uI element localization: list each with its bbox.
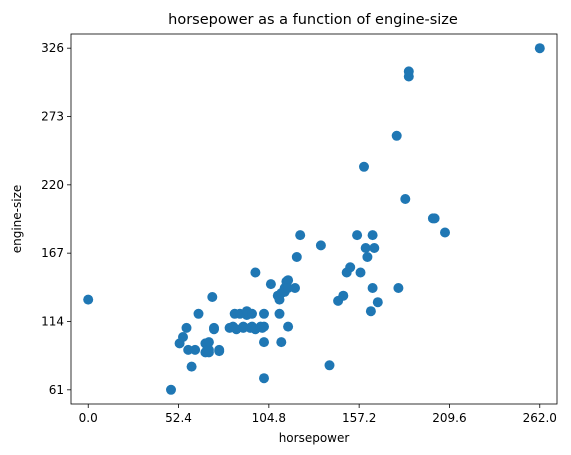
y-tick-label: 273 bbox=[41, 110, 64, 124]
x-tick-label: 0.0 bbox=[79, 411, 98, 425]
data-point bbox=[283, 283, 294, 293]
data-point bbox=[283, 321, 294, 332]
data-point bbox=[247, 308, 257, 319]
data-point bbox=[345, 262, 356, 273]
x-tick-label: 157.2 bbox=[342, 411, 376, 425]
data-point bbox=[207, 292, 218, 302]
data-point bbox=[181, 322, 192, 333]
data-point bbox=[295, 230, 306, 241]
data-point bbox=[290, 283, 300, 293]
chart-title: horsepower as a function of engine-size bbox=[168, 12, 458, 28]
y-axis-ticks: 61 114 167 220 273 326 bbox=[41, 41, 71, 397]
data-point bbox=[178, 332, 188, 342]
data-point bbox=[400, 194, 411, 204]
data-point bbox=[291, 252, 302, 262]
y-tick-label: 220 bbox=[41, 178, 64, 192]
data-point bbox=[359, 161, 369, 172]
data-point bbox=[203, 337, 214, 348]
data-point bbox=[259, 337, 269, 348]
data-point bbox=[429, 213, 440, 224]
data-point bbox=[391, 130, 402, 141]
data-point bbox=[209, 324, 219, 335]
data-point bbox=[315, 240, 326, 251]
data-point bbox=[355, 267, 366, 278]
x-tick-label: 52.4 bbox=[165, 411, 192, 425]
data-point bbox=[403, 66, 414, 77]
data-point bbox=[276, 337, 287, 348]
data-point bbox=[259, 308, 269, 319]
data-point bbox=[283, 275, 294, 286]
data-points bbox=[83, 43, 545, 395]
data-point bbox=[166, 384, 176, 395]
data-point bbox=[265, 279, 276, 290]
x-tick-label: 104.8 bbox=[252, 411, 286, 425]
y-tick-label: 167 bbox=[41, 246, 64, 260]
plot-frame bbox=[70, 33, 558, 405]
x-tick-label: 262.0 bbox=[523, 411, 557, 425]
x-axis-ticks: 0.0 52.4 104.8 157.2 209.6 262.0 bbox=[79, 404, 557, 425]
data-point bbox=[238, 322, 249, 333]
data-point bbox=[365, 306, 376, 317]
data-point bbox=[338, 290, 349, 301]
data-point bbox=[393, 283, 404, 293]
data-point bbox=[203, 344, 214, 355]
data-point bbox=[440, 227, 450, 238]
y-axis-label: engine-size bbox=[10, 185, 24, 254]
data-point bbox=[250, 267, 261, 278]
data-point bbox=[190, 344, 201, 355]
data-point bbox=[193, 308, 204, 319]
data-point bbox=[534, 43, 545, 54]
data-point bbox=[369, 243, 380, 253]
data-point bbox=[352, 230, 363, 241]
x-tick-label: 209.6 bbox=[432, 411, 466, 425]
y-tick-label: 61 bbox=[49, 383, 64, 397]
data-point bbox=[83, 294, 94, 305]
data-point bbox=[367, 283, 378, 293]
data-point bbox=[367, 230, 378, 241]
data-point bbox=[259, 321, 269, 332]
data-point bbox=[214, 346, 225, 357]
data-point bbox=[274, 308, 285, 319]
data-point bbox=[362, 252, 373, 262]
data-point bbox=[186, 361, 197, 372]
x-axis-label: horsepower bbox=[279, 431, 350, 445]
y-tick-label: 114 bbox=[41, 314, 64, 328]
y-tick-label: 326 bbox=[41, 41, 64, 55]
data-point bbox=[183, 344, 194, 355]
data-point bbox=[324, 360, 335, 371]
data-point bbox=[360, 243, 371, 253]
data-point bbox=[372, 297, 383, 308]
data-point bbox=[259, 373, 269, 384]
